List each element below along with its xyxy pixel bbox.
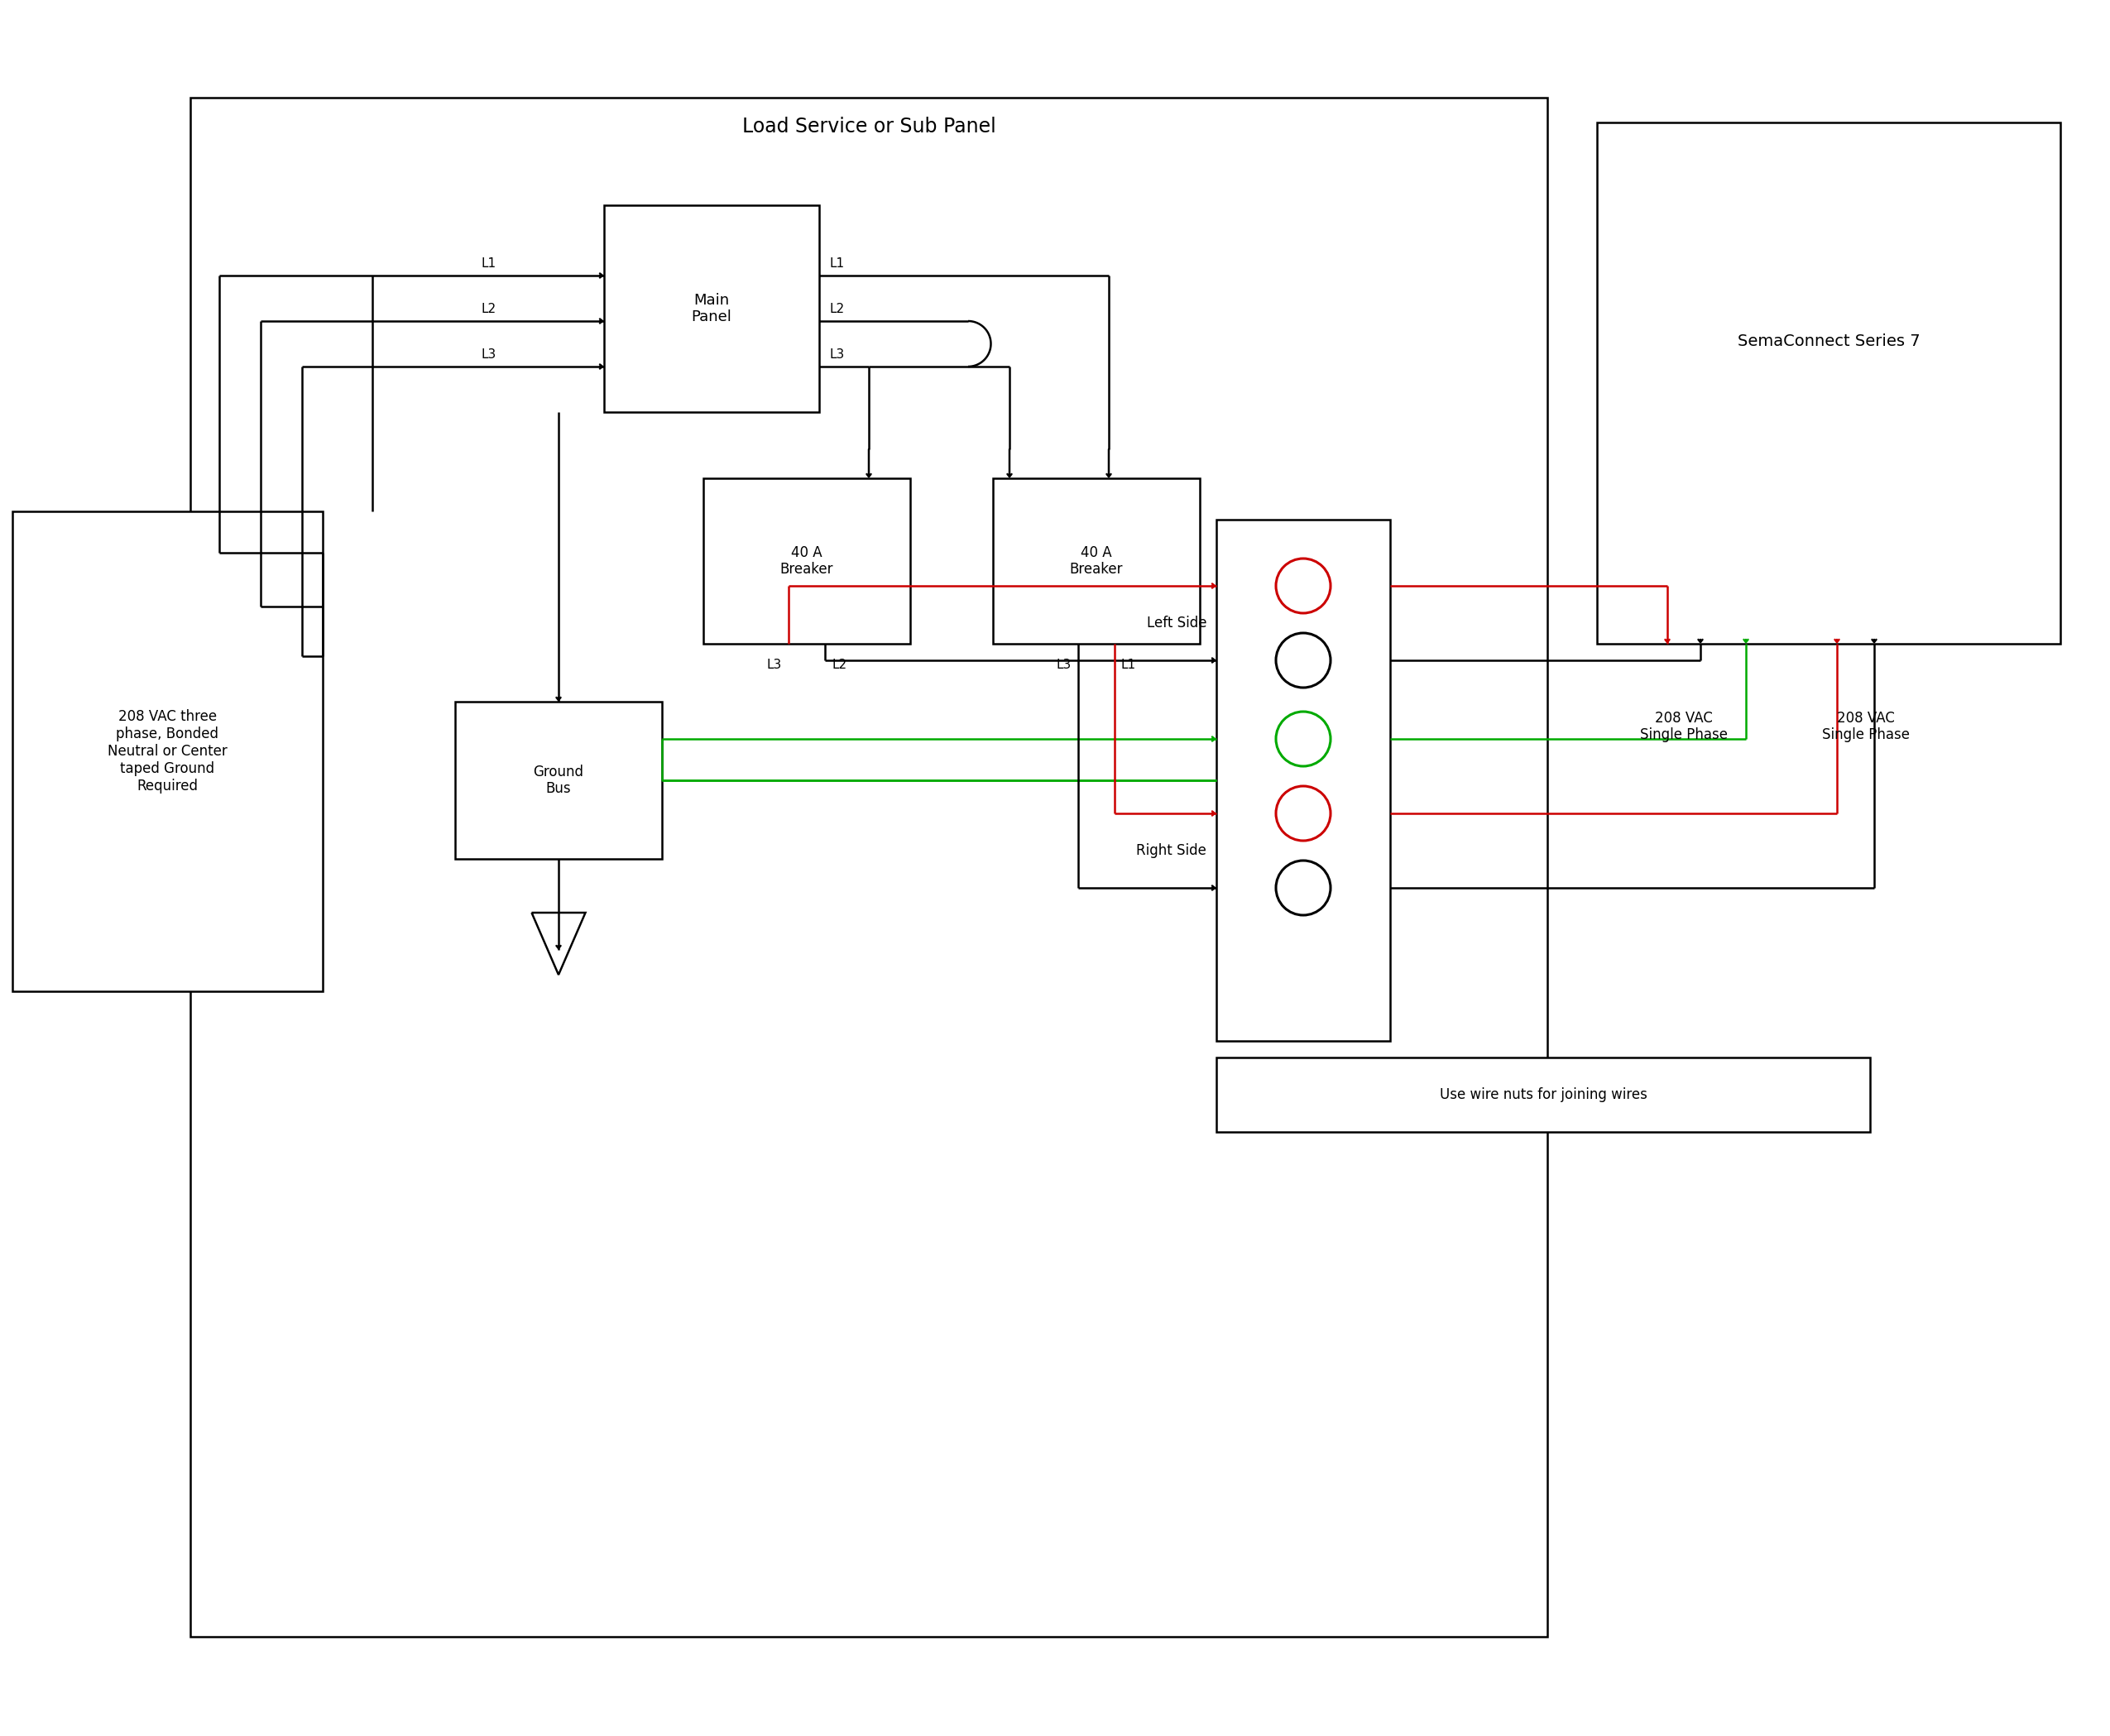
Text: L3: L3: [829, 349, 844, 361]
Bar: [13, 512, 323, 991]
Text: 40 A
Breaker: 40 A Breaker: [781, 545, 833, 576]
Text: SemaConnect Series 7: SemaConnect Series 7: [1737, 333, 1920, 349]
Text: 208 VAC
Single Phase: 208 VAC Single Phase: [1639, 710, 1728, 743]
Text: L1: L1: [1120, 658, 1135, 670]
Bar: [994, 479, 1201, 644]
Text: 40 A
Breaker: 40 A Breaker: [1070, 545, 1123, 576]
Text: Left Side: Left Side: [1146, 616, 1207, 630]
Text: L2: L2: [829, 302, 844, 316]
Text: L2: L2: [481, 302, 496, 316]
Text: Load Service or Sub Panel: Load Service or Sub Panel: [743, 116, 996, 137]
Bar: [1597, 123, 2059, 644]
Bar: [190, 97, 1547, 1637]
Text: L1: L1: [481, 257, 496, 269]
Text: L3: L3: [766, 658, 783, 670]
Text: L3: L3: [481, 349, 496, 361]
Text: Ground
Bus: Ground Bus: [534, 764, 584, 797]
Text: L2: L2: [831, 658, 846, 670]
Bar: [1215, 1057, 1869, 1132]
Text: L3: L3: [1057, 658, 1072, 670]
Bar: [703, 479, 909, 644]
Text: 208 VAC three
phase, Bonded
Neutral or Center
taped Ground
Required: 208 VAC three phase, Bonded Neutral or C…: [108, 710, 228, 793]
Bar: [603, 205, 819, 411]
Bar: [456, 701, 663, 859]
Text: Main
Panel: Main Panel: [692, 293, 732, 325]
Bar: [1215, 519, 1390, 1042]
Text: Use wire nuts for joining wires: Use wire nuts for joining wires: [1439, 1087, 1648, 1102]
Text: L1: L1: [829, 257, 844, 269]
Text: 208 VAC
Single Phase: 208 VAC Single Phase: [1823, 710, 1910, 743]
Text: Right Side: Right Side: [1135, 844, 1207, 858]
